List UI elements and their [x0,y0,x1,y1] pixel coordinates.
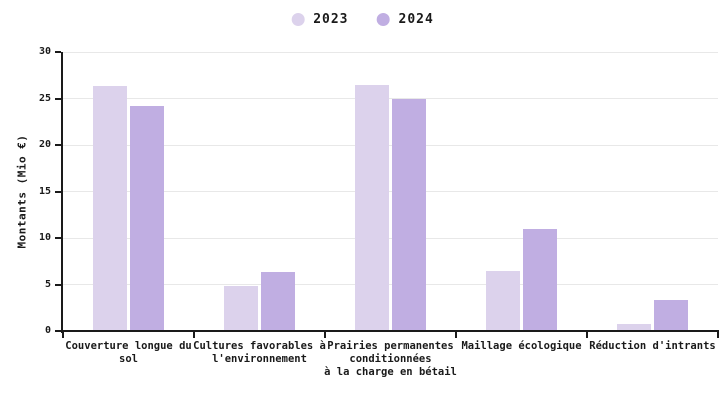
y-tick-label-0: 0 [44,325,51,336]
y-tick-label-10: 10 [38,232,51,243]
y-tick-20 [55,144,61,146]
x-category-label-1: Couverture longue du sol [65,340,192,365]
legend-item-2023: 2023 [291,12,348,27]
bar-2023-group1 [93,86,127,332]
y-tick-label-25: 25 [38,92,51,104]
gridline-15 [63,191,718,192]
x-category-label-5: Réduction d'intrants [589,340,716,352]
x-tick-5 [717,332,719,338]
x-tick-1 [193,332,195,338]
x-tick-0 [62,332,64,338]
legend-label-2024: 2024 [398,12,434,27]
y-tick-0 [55,330,61,332]
gridline-5 [63,284,718,285]
bar-2024-group1 [130,105,164,332]
y-tick-30 [55,51,61,53]
gridline-30 [63,51,718,53]
y-tick-10 [55,237,61,239]
bar-2023-group4 [486,270,520,332]
y-tick-label-30: 30 [38,46,51,57]
x-axis-line [61,330,719,332]
chart-legend: 2023 2024 [291,12,434,27]
bar-2024-group2 [261,272,295,332]
legend-label-2023: 2023 [313,12,349,27]
x-category-label-3: Prairies permanentes conditionnées à la ch… [324,340,457,378]
bar-2024-group4 [523,228,557,332]
bar-2023-group2 [224,286,258,332]
gridline-20 [63,144,718,146]
y-tick-25 [55,97,61,100]
x-tick-3 [455,332,457,338]
x-category-label-2: Cultures favorables à l'environnement [193,340,326,365]
x-category-label-4: Maillage écologique [461,340,582,352]
x-tick-2 [324,332,326,338]
bar-2023-group3 [355,85,389,332]
legend-dot-2023-icon [291,13,305,26]
legend-dot-2024-icon [376,13,390,26]
legend-item-2024: 2024 [376,12,434,27]
y-tick-15 [55,190,61,193]
bar-2023-group5 [617,323,651,332]
gridline-10 [63,237,718,239]
bar-2024-group3 [392,99,426,332]
y-axis-line [61,52,63,333]
y-tick-label-20: 20 [38,139,51,150]
y-tick-label-5: 5 [44,278,51,290]
y-tick-5 [55,283,61,286]
gridline-25 [63,98,718,99]
bar-2024-group5 [654,300,688,332]
x-tick-4 [586,332,588,338]
y-tick-label-15: 15 [38,185,51,197]
